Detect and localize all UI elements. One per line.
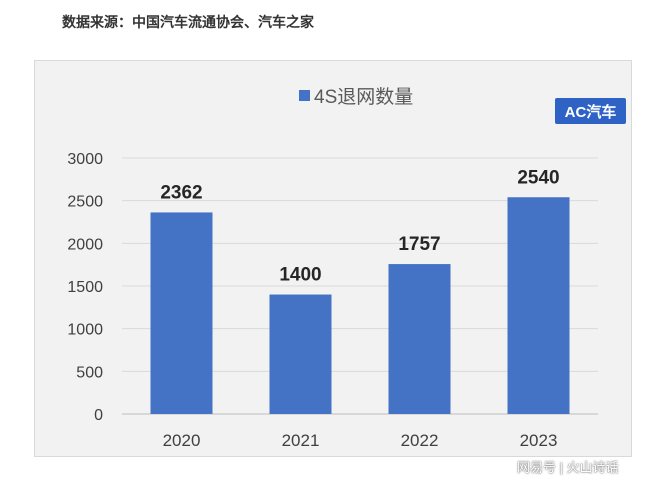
data-label: 1757 — [398, 234, 440, 255]
legend-label: 4S退网数量 — [314, 87, 414, 108]
y-tick-label: 2000 — [67, 236, 103, 253]
x-tick-label: 2021 — [282, 431, 320, 450]
x-tick-label: 2022 — [401, 431, 439, 450]
data-label: 1400 — [279, 265, 321, 286]
chart-legend: 4S退网数量 — [299, 82, 413, 109]
y-tick-label: 1000 — [67, 322, 103, 339]
legend-swatch — [299, 90, 310, 101]
data-label: 2540 — [517, 167, 559, 188]
y-tick-label: 0 — [94, 407, 103, 424]
bar — [269, 294, 332, 414]
y-tick-label: 3000 — [67, 151, 103, 168]
bar — [150, 212, 213, 414]
brand-logo: AC汽车 — [555, 98, 626, 124]
bar — [388, 264, 451, 414]
y-tick-label: 2500 — [67, 194, 103, 211]
y-tick-label: 1500 — [67, 279, 103, 296]
x-tick-label: 2023 — [520, 431, 558, 450]
source-note: 数据来源：中国汽车流通协会、汽车之家 — [62, 14, 314, 30]
x-tick-label: 2020 — [163, 431, 201, 450]
data-label: 2362 — [160, 182, 202, 203]
y-tick-label: 500 — [76, 364, 103, 381]
watermark: 网易号 | 火山诗话 — [517, 460, 619, 475]
bar — [507, 197, 570, 414]
